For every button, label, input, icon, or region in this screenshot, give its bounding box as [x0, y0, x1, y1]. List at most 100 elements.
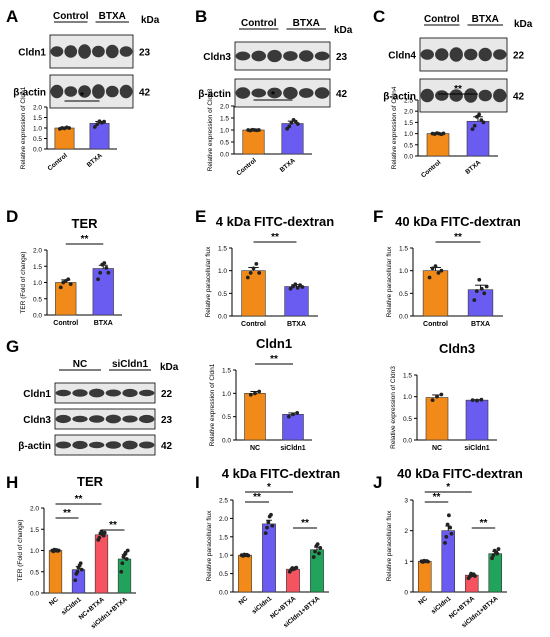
- x-tick-label: siCldn1: [464, 445, 489, 452]
- data-point: [286, 414, 291, 419]
- y-tick-label: 0.0: [222, 438, 231, 445]
- blot-kda-value: 23: [336, 52, 348, 63]
- blot-band: [478, 89, 492, 102]
- data-point: [256, 128, 261, 132]
- y-tick-label: 1.0: [220, 128, 229, 135]
- bar: [94, 534, 109, 594]
- x-tick-label: NC: [48, 596, 60, 608]
- y-axis-label: Relative expression of Cldn1: [209, 363, 216, 446]
- y-tick-label: 0.5: [33, 136, 42, 143]
- blot-band: [122, 388, 138, 398]
- data-point: [491, 553, 496, 558]
- blot-band: [493, 49, 507, 60]
- blot-strip: [234, 78, 331, 108]
- data-point: [293, 282, 298, 287]
- blot-band: [464, 88, 478, 103]
- bar: [465, 399, 489, 441]
- significance-label: **: [63, 508, 71, 519]
- y-tick-label: 1: [404, 559, 408, 566]
- blot-band: [50, 46, 64, 57]
- y-tick-label: 1.0: [33, 280, 42, 287]
- chart-title: 4 kDa FITC-dextran: [222, 466, 341, 481]
- data-point: [495, 551, 500, 556]
- bar: [54, 127, 75, 150]
- y-tick-label: 1.5: [30, 527, 39, 534]
- data-point: [58, 285, 63, 290]
- western-blots: Control BTXA kDa Cldn1 23 β-actin 42 Control BTX…: [13, 11, 533, 456]
- y-tick-label: 0.5: [33, 296, 42, 303]
- blot-band: [449, 89, 463, 102]
- y-tick-label: 0.0: [219, 590, 228, 597]
- chart-title: 40 kDa FITC-dextran: [397, 466, 523, 481]
- y-tick-label: 0.5: [404, 142, 413, 149]
- chart-G2: Cldn3 0.0 0.5 1.0 1.5 Relative expression of …: [390, 341, 497, 452]
- data-point: [295, 122, 300, 126]
- blot-band: [105, 389, 122, 397]
- data-point: [67, 126, 72, 130]
- blot-band: [139, 441, 155, 449]
- blot-band: [139, 414, 155, 424]
- blot-band: [105, 44, 119, 59]
- y-tick-label: 0.0: [399, 314, 408, 321]
- data-point: [125, 548, 130, 553]
- y-tick-label: 2.5: [404, 98, 413, 105]
- data-point: [95, 122, 100, 127]
- data-point: [101, 533, 106, 538]
- data-point: [295, 285, 300, 290]
- blot-group-label: NC: [73, 359, 87, 370]
- bar: [425, 397, 449, 441]
- y-tick-label: 1.0: [404, 131, 413, 138]
- data-point: [444, 534, 449, 539]
- data-point: [263, 531, 268, 536]
- blot-band: [55, 441, 71, 449]
- panel-letter-E: E: [195, 207, 206, 226]
- y-axis-label: Relative expression of Cldn4: [391, 86, 398, 169]
- data-point: [448, 525, 453, 530]
- blot-row-label: Cldn1: [23, 389, 51, 400]
- data-point: [265, 525, 269, 530]
- data-point: [120, 561, 125, 566]
- data-point: [56, 548, 61, 553]
- y-axis-label: Relative paracellular flux: [205, 246, 212, 318]
- blot-strip: [49, 74, 134, 109]
- blot-band: [493, 88, 507, 103]
- blot-band: [55, 389, 71, 397]
- y-tick-label: 1.0: [219, 553, 228, 560]
- data-point: [482, 291, 487, 296]
- y-tick-label: 1.5: [220, 116, 229, 123]
- blot-band: [119, 46, 133, 57]
- y-tick-label: 1.0: [30, 548, 39, 555]
- data-point: [102, 119, 107, 124]
- data-point: [477, 277, 482, 282]
- data-point: [470, 127, 475, 132]
- data-point: [75, 569, 80, 574]
- significance-label: *: [446, 482, 450, 493]
- blot-band: [235, 87, 251, 99]
- panel-letter-A: A: [6, 7, 18, 26]
- blot-band: [314, 51, 330, 61]
- data-point: [257, 389, 262, 394]
- data-point: [254, 261, 259, 266]
- data-point: [119, 569, 124, 574]
- blot-kda-value: 23: [139, 48, 151, 59]
- bar: [238, 554, 252, 593]
- blot-row-label: Cldn4: [388, 51, 416, 62]
- bar: [241, 270, 266, 317]
- bar: [48, 550, 63, 594]
- data-point: [253, 391, 257, 396]
- data-point: [124, 557, 129, 561]
- blot-band: [298, 50, 314, 62]
- blot-band: [105, 85, 119, 98]
- x-tick-label: BTXA: [279, 157, 297, 174]
- data-point: [289, 120, 294, 125]
- y-tick-label: 1.0: [33, 126, 42, 133]
- x-tick-label: NC: [250, 445, 260, 452]
- x-tick-label: Control: [241, 321, 266, 328]
- y-axis-label: TER (Fold of change): [17, 519, 24, 581]
- data-point: [315, 542, 320, 547]
- y-axis-label: Relative paracellular flux: [386, 246, 393, 318]
- blot-row-label: Cldn1: [18, 48, 46, 59]
- blot-kda-value: 22: [513, 51, 525, 62]
- chart-J: 40 kDa FITC-dextran 0 1 2 3 Relative paracell…: [386, 466, 523, 629]
